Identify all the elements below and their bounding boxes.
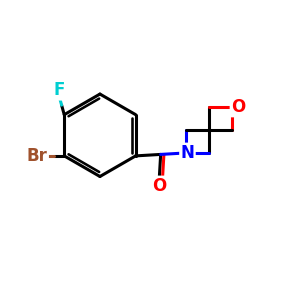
Text: F: F xyxy=(53,81,64,99)
Text: O: O xyxy=(152,177,166,195)
Text: O: O xyxy=(231,98,245,116)
Text: Br: Br xyxy=(27,147,48,165)
Text: N: N xyxy=(181,144,194,162)
